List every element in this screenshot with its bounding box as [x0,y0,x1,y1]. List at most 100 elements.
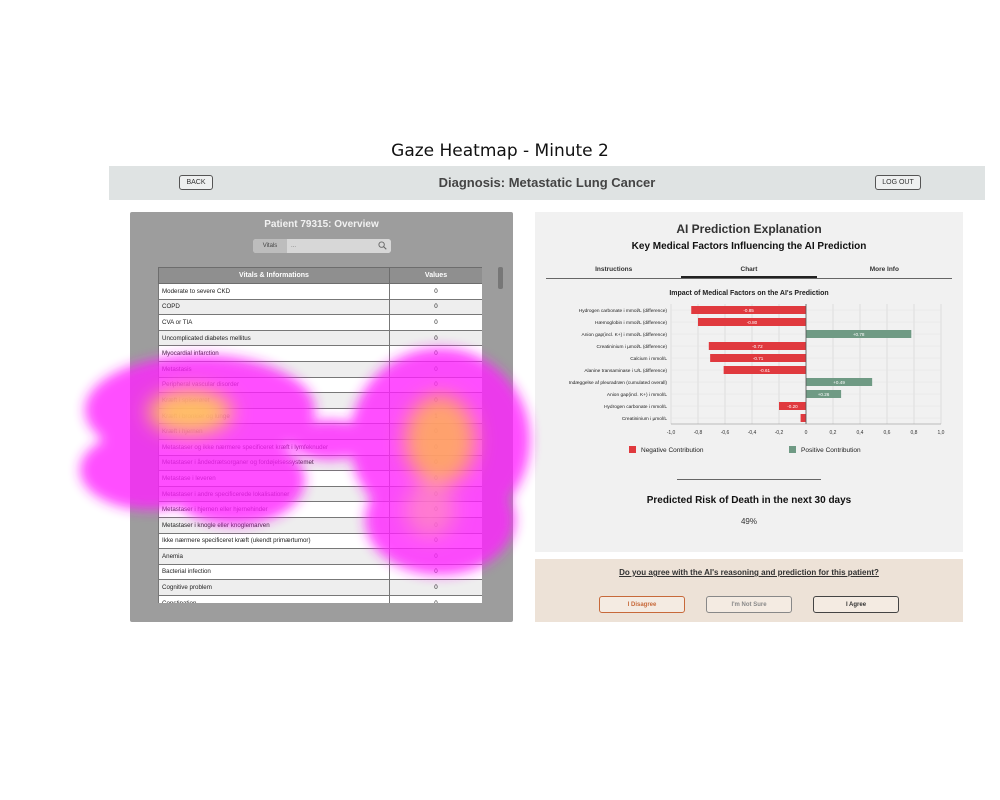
table-row[interactable]: COPD 0 [158,298,482,316]
x-tick-label: 0 [805,430,808,436]
divider [677,479,821,480]
table-row[interactable]: Peripheral vascular disorder 0 [158,376,482,394]
bar-value-label: -0.72 [752,344,763,349]
vital-name: Metastase i leveren [158,470,390,487]
x-tick-label: 0,8 [911,430,918,436]
table-row[interactable]: Cognitive problem 0 [158,579,482,596]
ai-panel-subtitle: Key Medical Factors Influencing the AI P… [631,241,867,252]
x-tick-label: -0,8 [694,430,703,436]
category-label: Alanine transaminase i U/L (difference) [584,368,667,374]
vital-value: 0 [389,392,482,409]
factor-impact-chart: Impact of Medical Factors on the AI's Pr… [569,290,945,454]
table-row[interactable]: Metastasis 0 [158,360,482,378]
vital-value: 0 [389,376,482,394]
page-title: Diagnosis: Metastatic Lung Cancer [438,175,656,190]
x-tick-label: -1,0 [667,430,676,436]
bar [806,390,842,398]
back-button[interactable]: BACK [179,175,213,190]
column-header-vitals: Vitals & Informations [158,267,390,284]
category-label: Anion gap(incl. K+) i mmol/L [607,392,667,398]
vital-value: 0 [389,563,482,581]
disagree-button[interactable]: I Disagree [599,596,685,613]
category-label: Hydrogen carbonate i mmol/L [604,404,667,410]
vital-value: 0 [389,329,482,347]
table-row[interactable]: Kræft i hjernen 0 [158,423,482,440]
vital-name: Kræft i spiserøret [158,392,390,409]
x-tick-label: 0,2 [830,430,837,436]
table-row[interactable]: Moderate to severe CKD 0 [158,283,482,300]
vital-value: 0 [389,532,482,550]
vital-value: 0 [389,470,482,487]
bar-value-label: -0.61 [760,368,771,373]
tab-chart[interactable]: Chart [681,262,817,278]
vital-value: 0 [389,516,482,534]
vital-name: Kræft i bronkier og lunge [158,407,390,425]
vital-name: Metastaser i andre specificerede lokalis… [158,485,390,503]
bar [723,366,806,374]
vital-name: Metastaser og ikke nærmere specificeret … [158,438,390,456]
vital-value: 0 [389,579,482,596]
top-bar: BACK Diagnosis: Metastatic Lung Cancer L… [109,166,985,200]
bar [708,342,806,350]
column-header-values: Values [389,267,482,284]
bar [800,414,806,422]
search-category-select[interactable]: Vitals [253,239,287,253]
bar-value-label: +0.49 [833,380,845,385]
bar [806,378,873,386]
ai-panel-title: AI Prediction Explanation [676,222,822,236]
vital-value: 0 [389,454,482,472]
search-icon[interactable] [378,241,387,250]
tab-instructions[interactable]: Instructions [595,266,633,273]
not-sure-button[interactable]: I'm Not Sure [706,596,792,613]
risk-value: 49% [740,517,757,526]
patient-overview-panel: Patient 79315: Overview Vitals Vitals & … [130,212,513,622]
vital-value: 0 [389,360,482,378]
table-row[interactable]: Bacterial infection 0 [158,563,482,581]
legend-swatch-negative [629,446,636,453]
vital-name: Myocardial infarction [158,345,390,362]
vital-name: Kræft i hjernen [158,423,390,440]
table-row[interactable]: Kræft i spiserøret 0 [158,392,482,409]
table-row[interactable]: Constipation0 [158,594,482,603]
x-tick-label: -0,6 [721,430,730,436]
bar [698,318,806,326]
search-input[interactable] [287,239,391,253]
table-scrollbar[interactable] [498,267,503,289]
table-row[interactable]: Metastaser i åndedrætsorganer og fordøje… [158,454,482,472]
table-row[interactable]: Myocardial infarction 0 [158,345,482,362]
vital-name: Anemia [158,548,390,565]
bar [691,306,806,314]
bar-value-label: +0.26 [818,392,830,397]
figure-title: Gaze Heatmap - Minute 2 [391,141,609,161]
table-row[interactable]: Ikke nærmere specificeret kræft (ukendt … [158,532,482,550]
table-row[interactable]: Metastaser og ikke nærmere specificeret … [158,438,482,456]
patient-title: Patient 79315: Overview [264,219,379,230]
x-tick-label: 0,4 [857,430,864,436]
table-row[interactable]: Anemia 0 [158,548,482,565]
category-label: Indæggelse af pleuradræn (cumulated over… [569,380,668,386]
table-row[interactable]: Metastase i leveren 0 [158,470,482,487]
vital-value: 1 [389,407,482,425]
logout-button[interactable]: LOG OUT [875,175,921,190]
risk-title: Predicted Risk of Death in the next 30 d… [646,495,852,506]
legend-label-positive: Positive Contribution [801,447,861,454]
table-row[interactable]: CVA or TIA 0 [158,314,482,331]
bar-value-label: -0.85 [743,308,754,313]
table-row[interactable]: Metastaser i hjernen eller hjernehinder 0 [158,501,482,518]
vital-value: 0 [389,345,482,362]
vital-name: Bacterial infection [158,563,390,581]
table-row[interactable]: Uncomplicated diabetes mellitus 0 [158,329,482,347]
category-label: Creatininium i µmol/L [622,416,667,422]
vital-name: Metastasis [158,360,390,378]
tab-more-info[interactable]: More Info [869,266,899,273]
vital-value: 0 [389,485,482,503]
agreement-question: Do you agree with the AI's reasoning and… [619,568,879,577]
bar-value-label: -0.80 [747,320,758,325]
table-row[interactable]: Metastaser i knogle eller knoglemarven 0 [158,516,482,534]
vital-value: 0 [389,298,482,316]
chart-title: Impact of Medical Factors on the AI's Pr… [669,290,828,297]
agree-button[interactable]: I Agree [813,596,899,613]
table-row[interactable]: Metastaser i andre specificerede lokalis… [158,485,482,503]
vital-name: Cognitive problem [158,579,390,596]
table-row[interactable]: Kræft i bronkier og lunge 1 [158,407,482,425]
